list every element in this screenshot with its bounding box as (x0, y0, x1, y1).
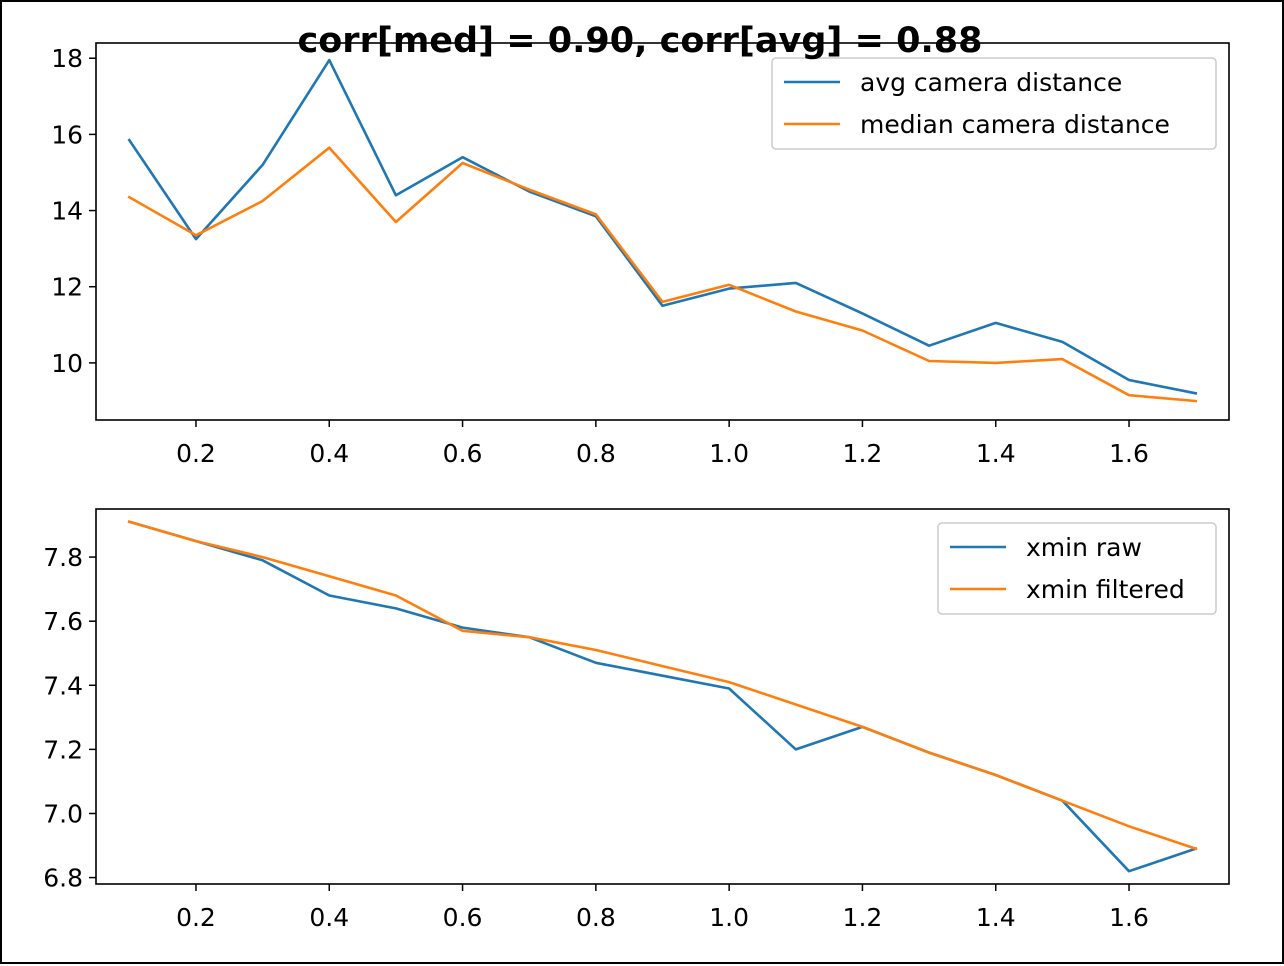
y-tick-label: 10 (51, 349, 83, 378)
legend: avg camera distance median camera distanc… (771, 57, 1217, 150)
x-tick-label: 1.4 (976, 439, 1016, 468)
x-tick-label: 0.6 (443, 439, 483, 468)
y-tick-label: 7.8 (43, 543, 83, 572)
series-line-xmin-filtered (127, 520, 1198, 851)
plot-frame-1 (95, 508, 1230, 885)
x-tick-label: 0.8 (576, 903, 616, 932)
legend-label: xmin raw (1026, 533, 1142, 562)
x-tick-label: 0.8 (576, 439, 616, 468)
legend-box (771, 57, 1217, 150)
y-tick-label: 16 (51, 120, 83, 149)
x-tick-label: 0.6 (443, 903, 483, 932)
top-line-chart: 0.2 0.4 0.6 0.8 1.0 1.2 1.4 1.6 10 12 14 16 18 avg ca… (51, 42, 1230, 468)
x-tick-label: 1.2 (843, 439, 883, 468)
x-tick-label: 1.6 (1109, 439, 1149, 468)
x-tick-label: 0.2 (176, 439, 216, 468)
y-tick-label: 18 (51, 44, 83, 73)
y-tick-label: 12 (51, 273, 83, 302)
series-line-avg-camera-distance (127, 58, 1198, 395)
y-tick-label: 6.8 (43, 864, 83, 893)
x-tick-label: 1.2 (843, 903, 883, 932)
y-tick-label: 7.0 (43, 799, 83, 828)
x-tick-label: 0.4 (309, 903, 349, 932)
figure-title: corr[med] = 0.90, corr[avg] = 0.88 (298, 21, 983, 61)
y-tick-label: 14 (51, 197, 83, 226)
legend-label: xmin filtered (1026, 575, 1185, 604)
bottom-line-chart: 0.2 0.4 0.6 0.8 1.0 1.2 1.4 1.6 6.8 7.0 7.2 7.4 7.6 7… (43, 508, 1230, 932)
legend-label: avg camera distance (860, 68, 1122, 97)
legend: xmin raw xmin filtered (937, 522, 1217, 615)
x-tick-label: 1.6 (1109, 903, 1149, 932)
plot-frame-0 (95, 42, 1230, 421)
x-tick-label: 1.0 (709, 903, 749, 932)
x-tick-label: 1.4 (976, 903, 1016, 932)
x-tick-label: 1.0 (709, 439, 749, 468)
legend-label: median camera distance (860, 110, 1170, 139)
legend-box (937, 522, 1217, 615)
y-tick-label: 7.2 (43, 735, 83, 764)
x-tick-label: 0.2 (176, 903, 216, 932)
x-tick-label: 0.4 (309, 439, 349, 468)
y-tick-label: 7.6 (43, 607, 83, 636)
series-line-median-camera-distance (127, 146, 1198, 403)
y-tick-label: 7.4 (43, 671, 83, 700)
